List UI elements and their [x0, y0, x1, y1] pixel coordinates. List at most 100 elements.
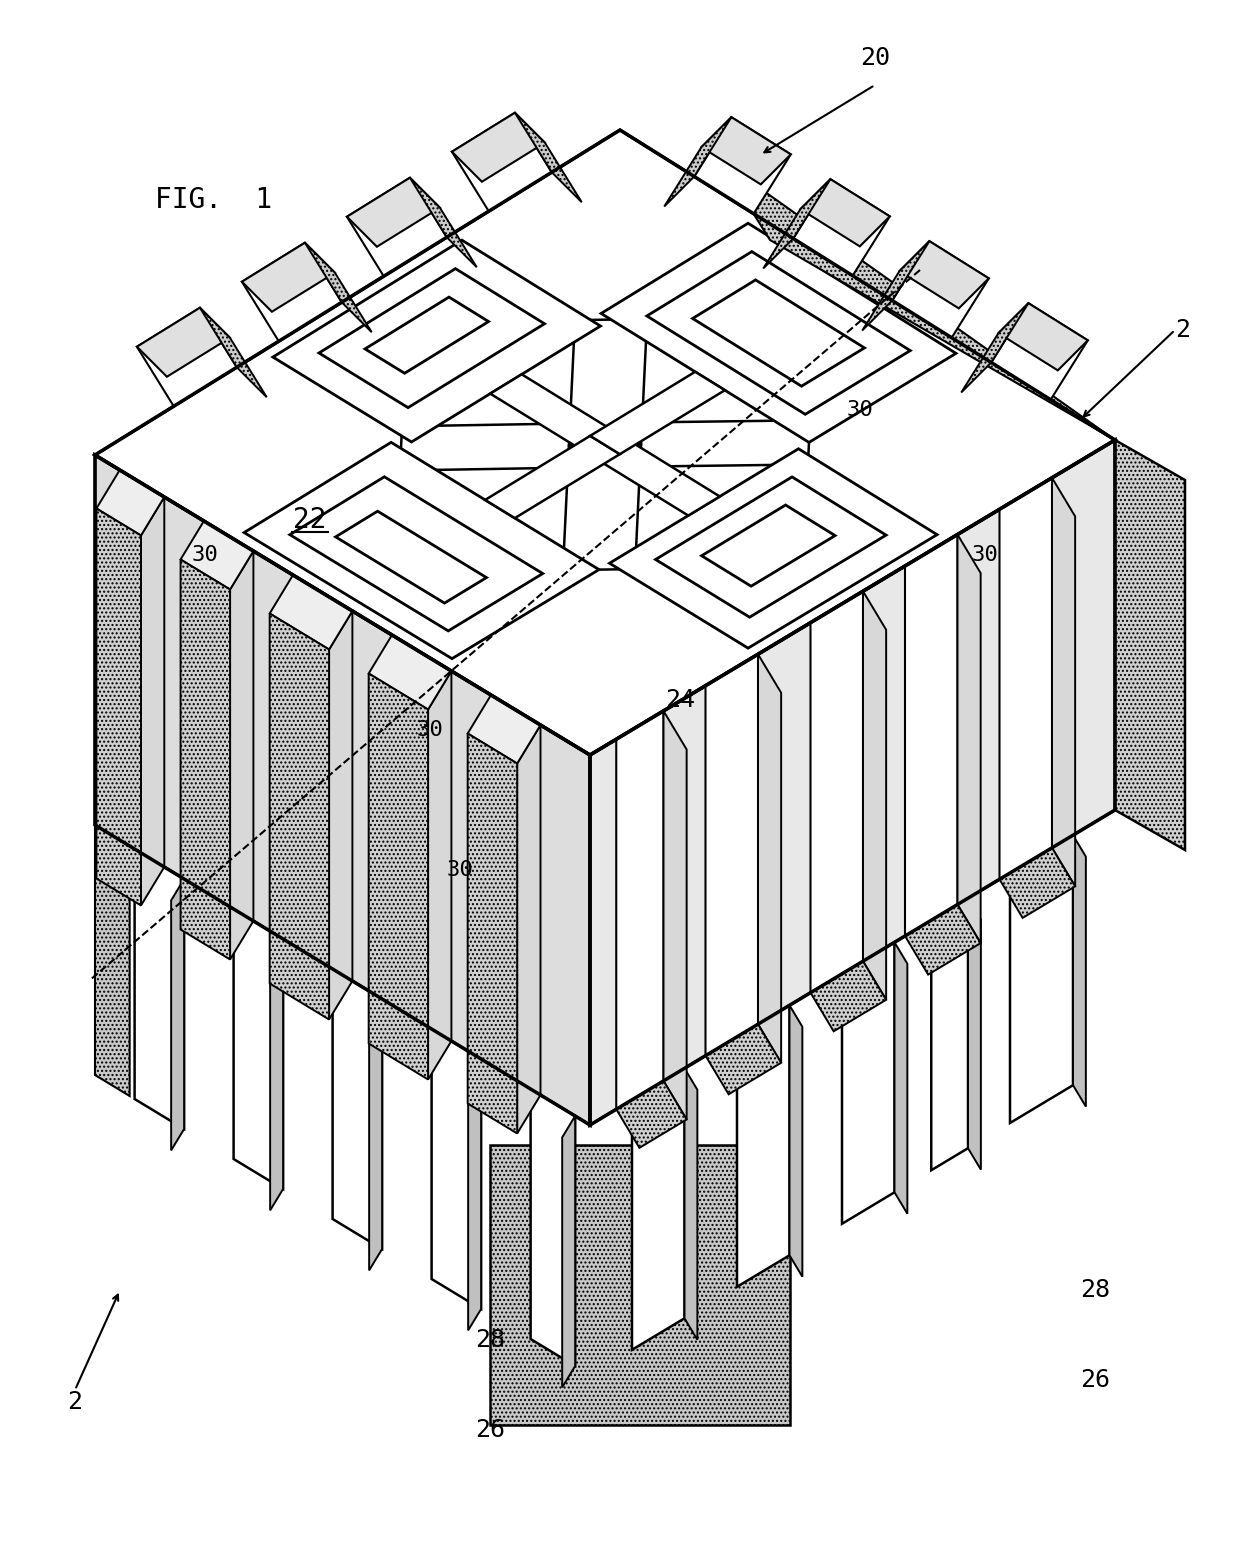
- Polygon shape: [515, 113, 582, 202]
- Polygon shape: [200, 308, 267, 398]
- Text: 30: 30: [847, 399, 873, 419]
- Text: 30: 30: [417, 720, 444, 740]
- Polygon shape: [231, 550, 253, 959]
- Polygon shape: [467, 734, 517, 1133]
- Polygon shape: [569, 319, 647, 446]
- Polygon shape: [432, 1029, 481, 1309]
- Polygon shape: [842, 942, 894, 1224]
- Polygon shape: [305, 242, 372, 332]
- Polygon shape: [329, 611, 352, 1019]
- Polygon shape: [242, 242, 335, 311]
- Polygon shape: [95, 130, 1115, 756]
- Polygon shape: [616, 1081, 687, 1147]
- Polygon shape: [368, 674, 428, 1079]
- Text: 26: 26: [475, 1419, 505, 1442]
- Polygon shape: [589, 435, 719, 515]
- Polygon shape: [490, 375, 621, 455]
- Polygon shape: [451, 113, 552, 211]
- Polygon shape: [293, 575, 352, 611]
- Polygon shape: [135, 850, 184, 1129]
- Polygon shape: [968, 897, 981, 1170]
- Polygon shape: [737, 1005, 790, 1288]
- Polygon shape: [893, 241, 988, 338]
- Text: 20: 20: [861, 46, 890, 69]
- Polygon shape: [203, 521, 253, 550]
- Polygon shape: [811, 961, 887, 1032]
- Text: 30: 30: [972, 544, 998, 564]
- Polygon shape: [270, 939, 283, 1210]
- Text: 26: 26: [1080, 1368, 1110, 1392]
- Polygon shape: [347, 177, 446, 276]
- Polygon shape: [706, 1024, 781, 1095]
- Polygon shape: [811, 591, 863, 993]
- Polygon shape: [616, 711, 663, 1109]
- Polygon shape: [392, 635, 451, 671]
- Text: 30: 30: [192, 544, 218, 564]
- Polygon shape: [894, 942, 908, 1214]
- Polygon shape: [531, 1089, 575, 1366]
- Polygon shape: [95, 455, 590, 1126]
- Polygon shape: [931, 897, 968, 1170]
- Polygon shape: [563, 444, 641, 571]
- Polygon shape: [469, 1059, 481, 1331]
- Polygon shape: [269, 614, 329, 1019]
- Polygon shape: [319, 268, 544, 407]
- Polygon shape: [998, 304, 1087, 370]
- Polygon shape: [647, 251, 910, 415]
- Polygon shape: [957, 535, 981, 944]
- Polygon shape: [401, 423, 606, 470]
- Text: 2: 2: [1176, 318, 1190, 342]
- Polygon shape: [467, 695, 541, 763]
- Polygon shape: [562, 1116, 575, 1388]
- Polygon shape: [136, 308, 237, 406]
- Polygon shape: [999, 478, 1052, 879]
- Polygon shape: [663, 711, 687, 1119]
- Polygon shape: [694, 117, 791, 214]
- Polygon shape: [706, 654, 758, 1056]
- Polygon shape: [491, 695, 541, 725]
- Polygon shape: [181, 560, 231, 959]
- Polygon shape: [905, 535, 957, 936]
- Polygon shape: [141, 497, 164, 905]
- Polygon shape: [336, 512, 486, 603]
- Text: FIG.  1: FIG. 1: [155, 187, 273, 214]
- Polygon shape: [1011, 836, 1073, 1123]
- Polygon shape: [517, 725, 541, 1133]
- Polygon shape: [451, 113, 544, 182]
- Polygon shape: [244, 443, 599, 658]
- Polygon shape: [590, 372, 725, 455]
- Text: 28: 28: [475, 1328, 505, 1352]
- Polygon shape: [863, 591, 887, 999]
- Polygon shape: [800, 179, 890, 247]
- Polygon shape: [290, 476, 543, 631]
- Polygon shape: [490, 1146, 790, 1425]
- Polygon shape: [368, 635, 451, 709]
- Polygon shape: [136, 308, 229, 376]
- Polygon shape: [485, 436, 620, 518]
- Polygon shape: [171, 879, 184, 1150]
- Polygon shape: [1073, 836, 1086, 1107]
- Polygon shape: [120, 470, 164, 497]
- Text: 30: 30: [446, 860, 474, 880]
- Polygon shape: [365, 298, 489, 373]
- Polygon shape: [665, 117, 732, 207]
- Polygon shape: [428, 671, 451, 1079]
- Polygon shape: [233, 908, 283, 1189]
- Polygon shape: [590, 439, 1115, 1126]
- Text: 24: 24: [665, 688, 694, 712]
- Polygon shape: [961, 304, 1028, 393]
- Polygon shape: [242, 242, 342, 341]
- Text: 2: 2: [67, 1389, 83, 1414]
- Polygon shape: [604, 421, 810, 467]
- Polygon shape: [794, 179, 890, 276]
- Polygon shape: [905, 905, 981, 975]
- Polygon shape: [899, 241, 988, 308]
- Polygon shape: [347, 177, 440, 247]
- Polygon shape: [95, 825, 130, 1096]
- Text: 28: 28: [1080, 1278, 1110, 1301]
- Polygon shape: [656, 476, 887, 617]
- Polygon shape: [370, 999, 382, 1271]
- Polygon shape: [410, 177, 476, 267]
- Polygon shape: [862, 241, 930, 330]
- Polygon shape: [764, 179, 831, 268]
